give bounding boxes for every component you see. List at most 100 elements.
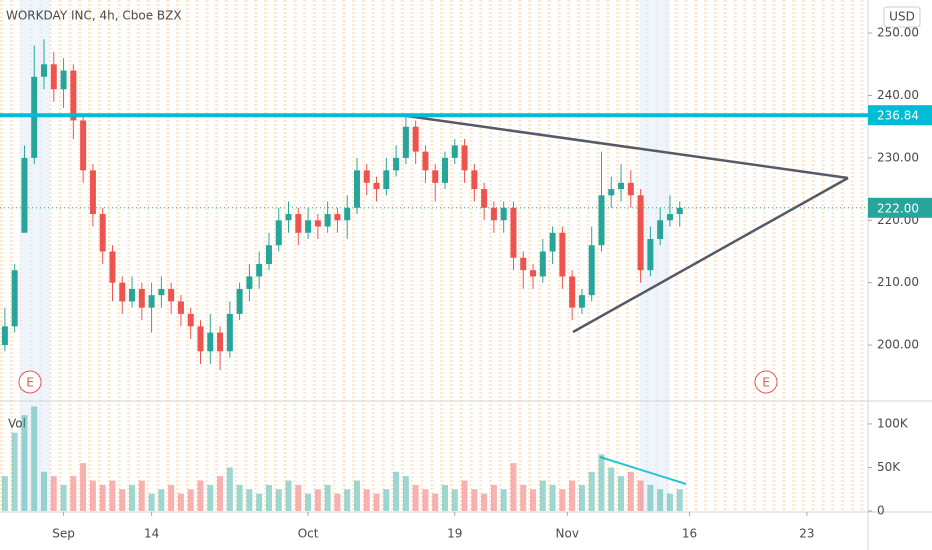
candle-body — [461, 145, 468, 171]
volume-bar — [344, 489, 351, 511]
candle-body — [344, 207, 351, 221]
volume-bar — [598, 454, 605, 511]
volume-bar — [256, 493, 263, 511]
candle-body — [99, 214, 106, 252]
candle-body — [627, 182, 634, 196]
candle-body — [148, 295, 155, 308]
candle-body — [588, 245, 595, 296]
volume-bar — [432, 493, 439, 511]
volume-bar — [168, 484, 175, 511]
candle-body — [402, 126, 409, 158]
x-tick-label: Nov — [556, 527, 579, 541]
candle-body — [1, 326, 8, 346]
volume-bar — [373, 493, 380, 511]
x-tick-label: Sep — [52, 527, 75, 541]
candle-body — [256, 263, 263, 277]
candle-body — [217, 332, 224, 352]
candle-body — [207, 332, 214, 352]
y-tick-label: 230.00 — [877, 150, 919, 164]
y2-tick-label: 0 — [877, 504, 885, 518]
volume-bar — [676, 489, 683, 511]
candle-body — [168, 288, 175, 302]
candle-body — [569, 276, 576, 308]
volume-bar — [627, 471, 634, 511]
volume-bar — [520, 484, 527, 511]
volume-bar — [158, 489, 165, 511]
candle-body — [119, 282, 126, 302]
volume-bar — [138, 480, 145, 511]
candle-body — [353, 170, 360, 208]
volume-bar — [402, 476, 409, 511]
candle-body — [422, 151, 429, 171]
candle-body — [373, 182, 380, 190]
candle-body — [129, 288, 136, 302]
candle-body — [21, 157, 28, 233]
candle-body — [647, 239, 654, 271]
candle-body — [187, 313, 194, 327]
candle-body — [41, 64, 48, 77]
earnings-marker[interactable] — [754, 370, 778, 394]
volume-bar — [461, 480, 468, 511]
candle-body — [236, 288, 243, 314]
volume-bar — [490, 484, 497, 511]
x-tick-label: 14 — [144, 527, 159, 541]
trend-line[interactable] — [572, 176, 849, 334]
candle-body — [383, 170, 390, 190]
candle-body — [530, 270, 537, 277]
candle-body — [637, 195, 644, 271]
candle-body — [432, 170, 439, 183]
volume-bar — [666, 493, 673, 511]
candle-body — [412, 126, 419, 152]
candle-body — [393, 157, 400, 171]
candle-body — [158, 288, 165, 296]
volume-trend-line[interactable] — [599, 456, 687, 485]
candle-body — [324, 214, 331, 227]
candle-body — [451, 145, 458, 158]
candle-body — [471, 170, 478, 190]
volume-label: Vol — [8, 417, 26, 431]
candle-body — [676, 207, 683, 215]
candle-body — [442, 157, 449, 183]
volume-bar — [41, 471, 48, 511]
volume-bar — [285, 480, 292, 511]
candle-body — [500, 207, 507, 221]
volume-bar — [60, 484, 67, 511]
candle-body — [109, 251, 116, 283]
candle-body — [490, 207, 497, 221]
candle-body — [246, 276, 253, 289]
volume-bar — [109, 480, 116, 511]
volume-bar — [226, 467, 233, 511]
level-box — [868, 105, 932, 126]
candle-body — [549, 232, 556, 252]
volume-bar — [275, 489, 282, 511]
volume-bar — [657, 489, 664, 511]
volume-bar — [80, 463, 87, 511]
volume-bar — [422, 489, 429, 511]
volume-bar — [177, 493, 184, 511]
volume-bar — [1, 476, 8, 511]
y2-tick-label: 100K — [877, 416, 909, 430]
volume-bar — [442, 484, 449, 511]
earnings-label: E — [26, 376, 34, 390]
volume-bar — [393, 471, 400, 511]
volume-bar — [265, 484, 272, 511]
earnings-marker[interactable] — [18, 370, 42, 394]
candle-body — [50, 64, 57, 90]
volume-bar — [246, 489, 253, 511]
x-tick-label: 16 — [682, 527, 697, 541]
volume-bar — [148, 493, 155, 511]
y-tick-label: 250.00 — [877, 26, 919, 40]
volume-bar — [481, 493, 488, 511]
trend-line[interactable] — [399, 113, 849, 180]
candle-body — [80, 120, 87, 171]
candle-body — [578, 295, 585, 308]
chart-title: WORKDAY INC, 4h, Cboe BZX — [6, 9, 182, 23]
volume-bar — [11, 432, 18, 511]
currency-box[interactable] — [883, 6, 921, 28]
volume-bar — [578, 484, 585, 511]
candle-body — [70, 70, 77, 121]
x-tick-label: Oct — [298, 527, 319, 541]
candle-body — [275, 220, 282, 246]
candle-body — [60, 70, 67, 90]
